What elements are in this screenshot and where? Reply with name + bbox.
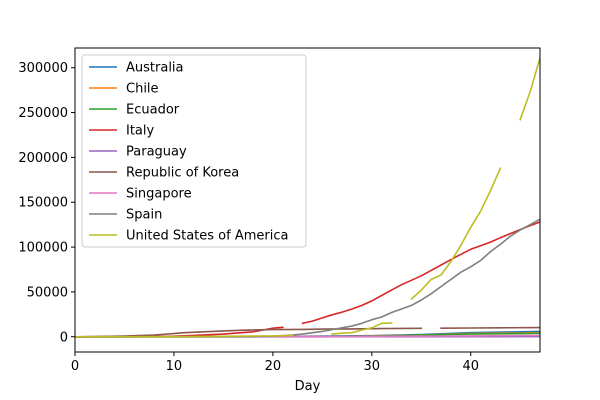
x-axis-label: Day xyxy=(295,379,321,394)
legend-box xyxy=(81,54,307,248)
plot-frame xyxy=(74,47,541,353)
x-tick-label: 0 xyxy=(71,359,79,374)
legend-label-paraguay: Paraguay xyxy=(126,145,187,160)
y-axis: 0 50000 100000 150000 200000 250000 300000 xyxy=(18,61,75,345)
x-tick-label: 20 xyxy=(265,359,282,374)
y-tick-label: 300000 xyxy=(18,61,68,76)
y-tick-label: 250000 xyxy=(18,106,68,121)
legend-label-ecuador: Ecuador xyxy=(126,103,180,118)
x-tick-label: 40 xyxy=(462,359,479,374)
series-line-republic-of-korea xyxy=(75,326,540,338)
y-tick-label: 150000 xyxy=(18,196,68,211)
y-tick-label: 50000 xyxy=(27,285,68,300)
y-tick-label: 0 xyxy=(60,330,68,345)
series-layer xyxy=(75,56,540,338)
legend-label-spain: Spain xyxy=(126,208,162,223)
legend-label-republic-of-korea: Republic of Korea xyxy=(126,166,239,181)
x-tick-label: 10 xyxy=(166,359,183,374)
legend-label-italy: Italy xyxy=(126,124,155,139)
legend-label-chile: Chile xyxy=(126,82,159,97)
legend-label-australia: Australia xyxy=(126,61,184,76)
legend: Australia Chile Ecuador Italy Paraguay Republ… xyxy=(81,54,307,248)
x-axis: 0 10 20 30 40 xyxy=(71,352,479,374)
x-tick-label: 30 xyxy=(364,359,381,374)
y-tick-label: 100000 xyxy=(18,241,68,256)
y-tick-label: 200000 xyxy=(18,151,68,166)
legend-label-united-states-of-america: United States of America xyxy=(126,229,288,244)
legend-label-singapore: Singapore xyxy=(126,187,192,202)
series-line-united-states-of-america xyxy=(75,56,540,338)
